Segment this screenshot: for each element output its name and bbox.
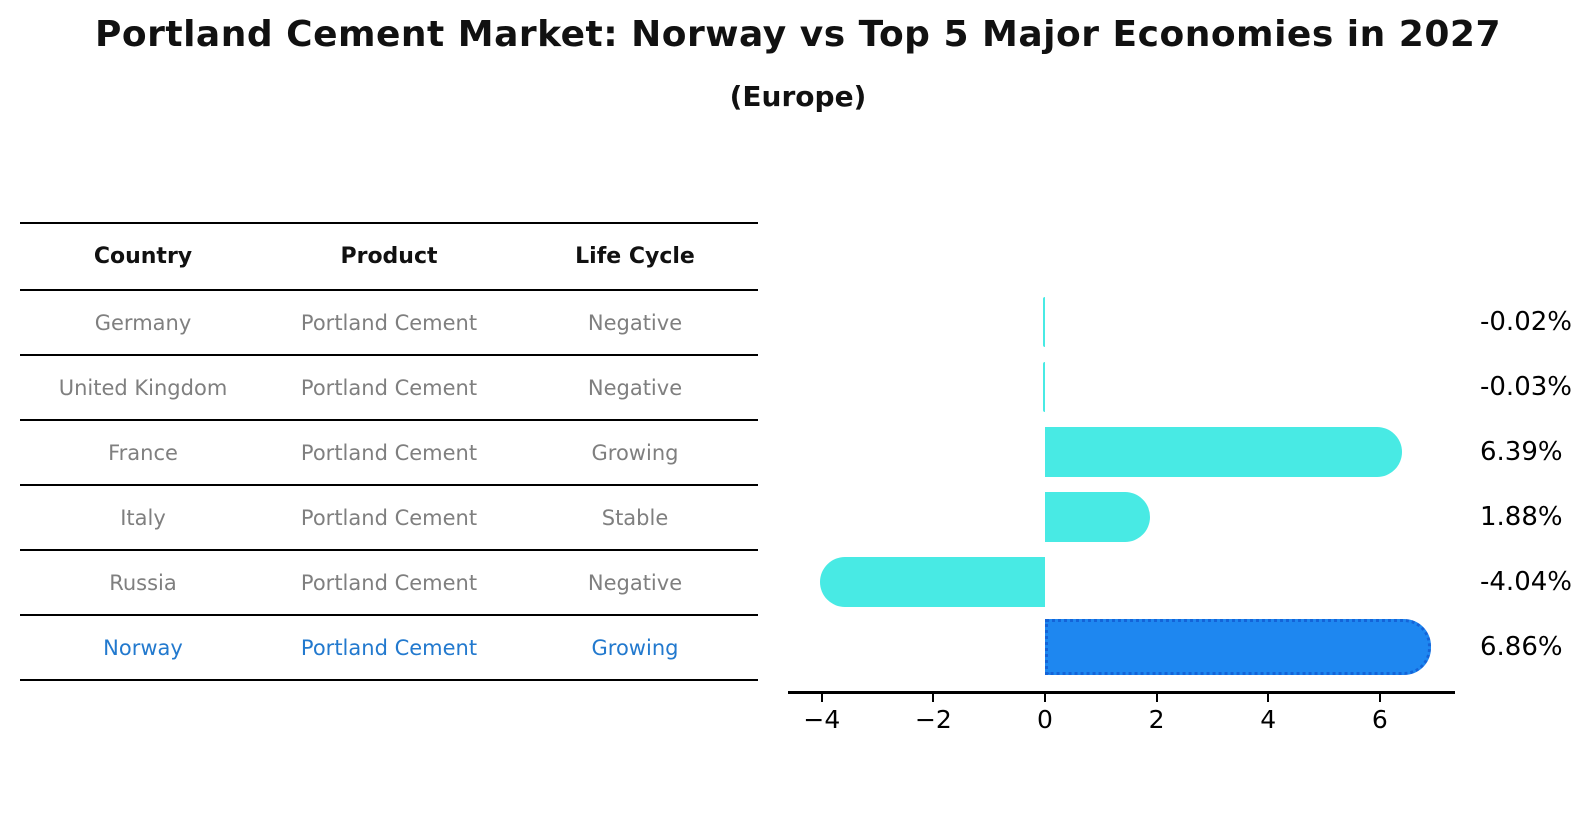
table-row-norway-highlight: Norway Portland Cement Growing: [20, 615, 758, 681]
cell-life-cycle: Growing: [512, 420, 758, 486]
cell-life-cycle: Negative: [512, 355, 758, 421]
cell-country: Italy: [20, 485, 266, 551]
table-row: Russia Portland Cement Negative: [20, 550, 758, 616]
country-table: Country Product Life Cycle Germany Portl…: [20, 222, 758, 681]
bar-norway: [1045, 619, 1431, 675]
column-header-country: Country: [20, 223, 266, 291]
cell-life-cycle: Stable: [512, 485, 758, 551]
table-row: Germany Portland Cement Negative: [20, 290, 758, 356]
chart-title: Portland Cement Market: Norway vs Top 5 …: [95, 14, 1501, 55]
x-axis-tick-label: 2: [1148, 705, 1165, 734]
x-axis-tick-label: −4: [803, 705, 841, 734]
cell-product: Portland Cement: [266, 550, 512, 616]
cell-life-cycle: Negative: [512, 290, 758, 356]
value-label: 6.39%: [1480, 437, 1563, 467]
table-row: Italy Portland Cement Stable: [20, 485, 758, 551]
x-axis-tick: [1378, 694, 1381, 702]
column-header-product: Product: [266, 223, 512, 291]
x-axis-tick: [932, 694, 935, 702]
cell-product: Portland Cement: [266, 420, 512, 486]
bar-russia: [819, 557, 1045, 607]
cell-life-cycle: Growing: [512, 615, 758, 681]
x-axis-tick-label: −2: [914, 705, 952, 734]
bar-germany: [1043, 297, 1045, 347]
value-label: -4.04%: [1480, 567, 1572, 597]
cell-country: Norway: [20, 615, 266, 681]
cell-product: Portland Cement: [266, 290, 512, 356]
cell-country: Russia: [20, 550, 266, 616]
cell-product: Portland Cement: [266, 485, 512, 551]
cell-country: France: [20, 420, 266, 486]
value-label: 1.88%: [1480, 502, 1563, 532]
cell-life-cycle: Negative: [512, 550, 758, 616]
value-label: -0.02%: [1480, 307, 1572, 337]
chart-subtitle: (Europe): [729, 80, 867, 113]
table-header-row: Country Product Life Cycle: [20, 223, 758, 291]
x-axis-tick-label: 6: [1371, 705, 1388, 734]
table-row: France Portland Cement Growing: [20, 420, 758, 486]
x-axis-line: [788, 691, 1456, 694]
x-axis-tick-label: 0: [1037, 705, 1053, 734]
table-row: United Kingdom Portland Cement Negative: [20, 355, 758, 421]
value-label: -0.03%: [1480, 372, 1572, 402]
x-axis-tick: [1155, 694, 1158, 702]
value-label: 6.86%: [1480, 632, 1563, 662]
bar-italy: [1045, 492, 1150, 542]
x-axis-tick: [820, 694, 823, 702]
x-axis-tick-label: 4: [1260, 705, 1277, 734]
cell-country: United Kingdom: [20, 355, 266, 421]
x-axis-tick: [1044, 694, 1046, 702]
x-axis-tick: [1267, 694, 1270, 702]
column-header-life-cycle: Life Cycle: [512, 223, 758, 291]
cell-product: Portland Cement: [266, 615, 512, 681]
bar-united-kingdom: [1043, 362, 1045, 412]
cell-country: Germany: [20, 290, 266, 356]
cell-product: Portland Cement: [266, 355, 512, 421]
bar-france: [1045, 427, 1402, 477]
